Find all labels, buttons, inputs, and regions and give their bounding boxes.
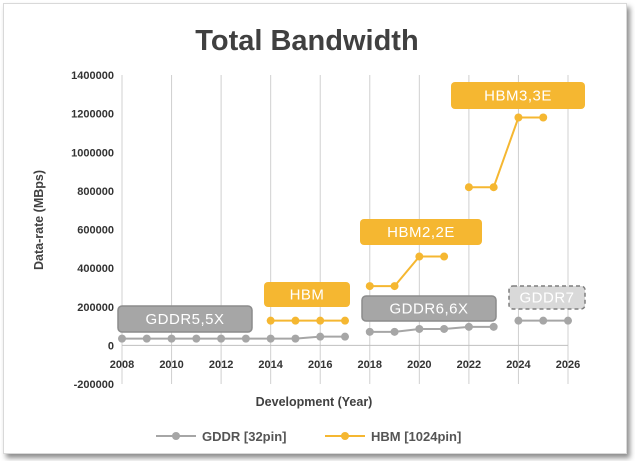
legend-marker-hbm [341,432,349,440]
x-tick-label-2022: 2022 [457,359,481,371]
y-tick-label-1400000: 1400000 [71,70,114,82]
gddr-point-1-5 [489,322,498,331]
hbm-point-2-3 [539,113,548,122]
x-axis-label: Development (Year) [256,395,373,409]
gddr-point-0-8 [316,332,325,341]
series-layer [118,113,572,343]
hbm-point-1-0 [365,282,374,291]
hbm-point-1-2 [415,252,424,261]
gddr-line-0 [122,335,345,340]
y-tick-label-0: 0 [108,340,114,352]
gddr-point-0-1 [142,334,151,343]
y-tick-label-400000: 400000 [77,263,114,275]
annotation-box-gddr7 [508,285,586,310]
legend: GDDR [32pin] HBM [1024pin] [156,429,461,444]
x-tick-label-2012: 2012 [209,359,233,371]
chart-frame: Total Bandwidth 2008 2010 2012 2014 2016 2018… [3,3,627,454]
annotation-label-gddr7: GDDR7 [519,290,574,307]
y-tick-label--200000: -200000 [74,379,114,391]
gddr-point-0-7 [291,334,300,343]
gddr-point-1-4 [464,322,473,331]
x-tick-label-2018: 2018 [358,359,382,371]
hbm-point-1-1 [390,282,399,291]
gddr-point-0-2 [167,334,176,343]
hbm-line-1 [369,255,445,288]
y-tick-label-1200000: 1200000 [71,109,114,121]
hbm-point-0-0 [266,316,275,325]
gddr-point-1-2 [415,324,424,333]
x-tick-label-2008: 2008 [110,359,134,371]
hbm-point-2-2 [514,113,523,122]
annotation-label-hbm2-2e: HBM2,2E [387,224,455,241]
annotation-label-gddr5-5x: GDDR5,5X [145,311,224,328]
annotation-label-hbm: HBM [290,287,325,304]
gddr-point-1-3 [440,324,449,333]
gddr-point-0-6 [266,334,275,343]
hbm-point-0-1 [291,316,300,325]
annotation-box-hbm2-2e [360,219,482,245]
x-tick-label-2014: 2014 [258,359,283,371]
annotation-label-hbm3-3e: HBM3,3E [484,88,552,105]
gddr-point-0-5 [241,334,250,343]
gddr-point-1-0 [365,327,374,336]
x-tick-label-2020: 2020 [407,359,431,371]
hbm-point-0-2 [316,316,325,325]
y-tick-label-200000: 200000 [77,302,114,314]
gddr-point-0-9 [341,332,349,341]
legend-label-gddr: GDDR [32pin] [202,429,287,444]
annotation-box-hbm [264,282,350,307]
hbm-line-2 [468,116,544,189]
annotation-box-hbm3-3e [451,82,585,109]
annotation-layer: GDDR5,5X HBM HBM2,2E HBM3,3E GDDR6,6X GDDR7 [117,82,586,333]
hbm-point-2-0 [464,183,473,192]
legend-label-hbm: HBM [1024pin] [371,429,461,444]
bandwidth-chart: Total Bandwidth 2008 2010 2012 2014 2016 2018… [32,25,586,444]
gddr-point-0-4 [217,334,226,343]
legend-marker-gddr [172,432,180,440]
chart-title: Total Bandwidth [195,25,418,57]
x-tick-label-2026: 2026 [556,359,580,371]
gddr-point-2-1 [539,316,548,325]
x-tick-label-2024: 2024 [506,359,531,371]
y-tick-label-600000: 600000 [77,225,114,237]
y-tick-label-800000: 800000 [77,186,114,198]
hbm-point-2-1 [489,183,498,192]
annotation-box-gddr6-6x [361,295,497,322]
gddr-line-1 [369,325,494,333]
gddr-point-0-0 [118,334,126,343]
gddr-point-2-0 [514,316,523,325]
annotation-box-gddr5-5x [117,305,253,333]
x-tick-label-2016: 2016 [308,359,332,371]
hbm-point-1-3 [440,252,449,261]
gddr-point-0-3 [192,334,201,343]
axes: 2008 2010 2012 2014 2016 2018 2020 2022 2024 2026… [71,70,580,391]
hbm-point-0-3 [341,316,349,325]
y-axis-label: Data-rate (MBps) [32,170,46,270]
y-tick-label-1000000: 1000000 [71,147,114,159]
gddr-point-1-1 [390,327,399,336]
gddr-point-2-2 [564,316,572,325]
annotation-label-gddr6-6x: GDDR6,6X [389,301,468,318]
x-tick-label-2010: 2010 [159,359,183,371]
